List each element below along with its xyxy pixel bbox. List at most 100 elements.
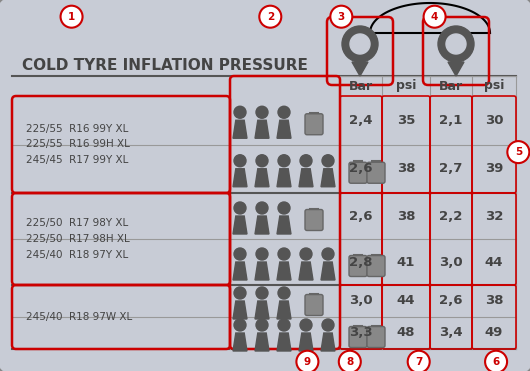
Circle shape: [330, 6, 352, 28]
Polygon shape: [277, 301, 291, 319]
Circle shape: [446, 34, 466, 54]
Text: 38: 38: [485, 295, 504, 308]
Text: 3: 3: [338, 12, 345, 22]
Text: 2,6: 2,6: [349, 210, 373, 223]
Text: 44: 44: [485, 256, 504, 269]
Circle shape: [256, 106, 268, 118]
Text: 2,8: 2,8: [349, 256, 373, 269]
Circle shape: [350, 34, 370, 54]
Text: 245/40  R18 97W XL: 245/40 R18 97W XL: [26, 312, 132, 322]
Text: 30: 30: [485, 114, 504, 127]
Text: 9: 9: [304, 357, 311, 367]
Polygon shape: [233, 301, 247, 319]
Text: 2,6: 2,6: [439, 295, 463, 308]
Circle shape: [234, 202, 246, 214]
Circle shape: [296, 351, 319, 371]
Text: 1: 1: [68, 12, 75, 22]
FancyBboxPatch shape: [367, 326, 385, 348]
Text: 2,1: 2,1: [439, 114, 463, 127]
Polygon shape: [233, 169, 247, 187]
Text: 32: 32: [485, 210, 503, 223]
FancyBboxPatch shape: [349, 162, 367, 183]
Text: 44: 44: [397, 295, 415, 308]
FancyBboxPatch shape: [367, 162, 385, 183]
Circle shape: [322, 155, 334, 167]
Circle shape: [256, 202, 268, 214]
Circle shape: [300, 248, 312, 260]
Polygon shape: [255, 169, 269, 187]
Polygon shape: [233, 216, 247, 234]
Text: 38: 38: [397, 162, 415, 175]
Text: 7: 7: [415, 357, 422, 367]
Text: 39: 39: [485, 162, 503, 175]
Circle shape: [322, 248, 334, 260]
Polygon shape: [255, 301, 269, 319]
Polygon shape: [233, 120, 247, 138]
Text: 3,0: 3,0: [349, 295, 373, 308]
Polygon shape: [352, 62, 368, 76]
Polygon shape: [299, 169, 313, 187]
Circle shape: [300, 319, 312, 331]
Text: 38: 38: [397, 210, 415, 223]
Text: 3,4: 3,4: [439, 326, 463, 339]
Text: 2: 2: [267, 12, 274, 22]
Circle shape: [278, 106, 290, 118]
Polygon shape: [277, 262, 291, 280]
Circle shape: [339, 351, 361, 371]
Circle shape: [256, 287, 268, 299]
Polygon shape: [321, 333, 335, 351]
Circle shape: [256, 155, 268, 167]
Text: COLD TYRE INFLATION PRESSURE: COLD TYRE INFLATION PRESSURE: [22, 59, 308, 73]
Circle shape: [256, 248, 268, 260]
FancyBboxPatch shape: [305, 114, 323, 135]
Text: 2,2: 2,2: [439, 210, 463, 223]
Text: psi: psi: [484, 79, 504, 92]
Circle shape: [485, 351, 507, 371]
FancyBboxPatch shape: [305, 295, 323, 315]
Polygon shape: [321, 262, 335, 280]
Circle shape: [278, 248, 290, 260]
Polygon shape: [233, 262, 247, 280]
Polygon shape: [277, 120, 291, 138]
FancyBboxPatch shape: [349, 326, 367, 348]
Circle shape: [408, 351, 430, 371]
Circle shape: [256, 319, 268, 331]
Circle shape: [423, 6, 446, 28]
Polygon shape: [277, 333, 291, 351]
Text: 5: 5: [515, 147, 522, 157]
Text: 225/50  R17 98Y XL
225/50  R17 98H XL
245/40  R18 97Y XL: 225/50 R17 98Y XL 225/50 R17 98H XL 245/…: [26, 219, 130, 260]
Circle shape: [278, 202, 290, 214]
Polygon shape: [277, 169, 291, 187]
Polygon shape: [255, 120, 269, 138]
Text: 4: 4: [431, 12, 438, 22]
Circle shape: [234, 319, 246, 331]
Circle shape: [278, 287, 290, 299]
Text: 8: 8: [346, 357, 354, 367]
FancyBboxPatch shape: [367, 256, 385, 276]
Polygon shape: [299, 333, 313, 351]
Circle shape: [234, 248, 246, 260]
Circle shape: [322, 319, 334, 331]
Polygon shape: [299, 262, 313, 280]
Text: 2,7: 2,7: [439, 162, 463, 175]
Circle shape: [278, 319, 290, 331]
Polygon shape: [255, 333, 269, 351]
Circle shape: [60, 6, 83, 28]
FancyBboxPatch shape: [349, 256, 367, 276]
Text: 48: 48: [397, 326, 415, 339]
Circle shape: [342, 26, 378, 62]
Circle shape: [278, 155, 290, 167]
Circle shape: [300, 155, 312, 167]
Polygon shape: [233, 333, 247, 351]
Text: 2,4: 2,4: [349, 114, 373, 127]
Circle shape: [234, 155, 246, 167]
Circle shape: [234, 106, 246, 118]
FancyBboxPatch shape: [305, 210, 323, 230]
Circle shape: [507, 141, 529, 163]
Text: 41: 41: [397, 256, 415, 269]
Text: psi: psi: [396, 79, 416, 92]
Text: 6: 6: [492, 357, 500, 367]
FancyBboxPatch shape: [0, 0, 530, 371]
Polygon shape: [255, 262, 269, 280]
Circle shape: [259, 6, 281, 28]
